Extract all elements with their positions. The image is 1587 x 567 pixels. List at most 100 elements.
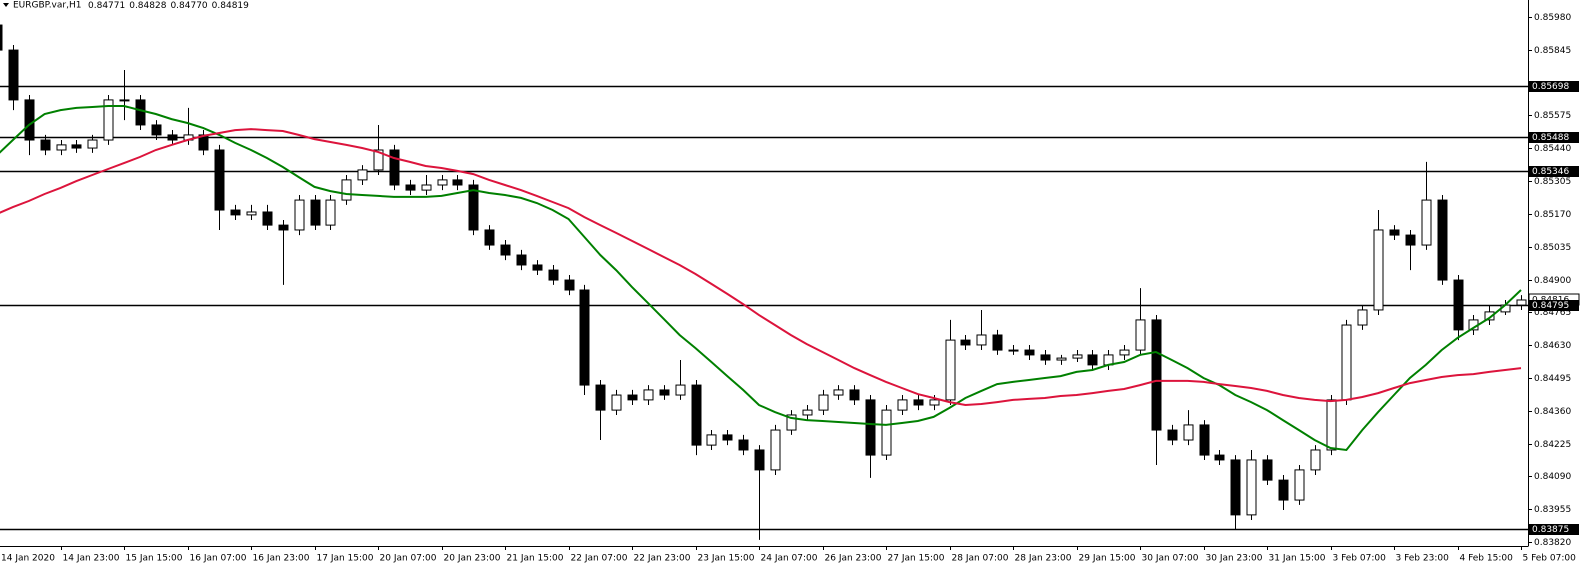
candle-body xyxy=(1341,324,1352,401)
x-tick-label: 4 Feb 15:00 xyxy=(1460,554,1514,564)
x-tick-label: 21 Jan 15:00 xyxy=(507,554,564,564)
menu-arrow[interactable] xyxy=(3,3,9,7)
y-tick-label: 0.85575 xyxy=(1534,111,1571,121)
x-tick-label: 14 Jan 2020 xyxy=(1,554,55,564)
candle-body xyxy=(278,224,289,231)
candle-body xyxy=(1405,234,1416,246)
line-price-box xyxy=(1529,524,1579,535)
candle-body xyxy=(1056,357,1067,361)
candle-body xyxy=(119,99,130,102)
x-tick-label: 28 Jan 23:00 xyxy=(1015,554,1072,564)
candle-body xyxy=(1484,311,1495,321)
ohlc-info: 0.84771 0.84828 0.84770 0.84819 xyxy=(88,1,249,11)
candle-body xyxy=(516,254,527,266)
candle-body xyxy=(627,394,638,401)
y-tick-label: 0.85980 xyxy=(1534,13,1571,23)
candle-body xyxy=(214,149,225,211)
x-tick-label: 20 Jan 23:00 xyxy=(444,554,501,564)
candle-body xyxy=(1151,319,1162,431)
candle-body xyxy=(1294,469,1305,501)
x-tick-label: 30 Jan 23:00 xyxy=(1206,554,1263,564)
candle-body xyxy=(373,149,384,171)
candle-body xyxy=(325,199,336,226)
candle-body xyxy=(135,99,146,126)
candle-body xyxy=(976,334,987,346)
candle-body xyxy=(1199,424,1210,456)
candle-body xyxy=(675,384,686,396)
y-tick-label: 0.83820 xyxy=(1534,538,1571,548)
candle-body xyxy=(770,429,781,471)
candle-body xyxy=(1214,454,1225,461)
candle-body xyxy=(643,389,654,401)
plot-area xyxy=(0,24,1528,540)
candle-body xyxy=(786,414,797,431)
candle-body xyxy=(1167,429,1178,441)
candle-body xyxy=(1230,459,1241,516)
candle-body xyxy=(1278,479,1289,501)
ohlc-value: 0.84828 xyxy=(129,1,166,11)
candle-body xyxy=(1024,349,1035,356)
candle-body xyxy=(1008,349,1019,352)
moving-average-line xyxy=(0,128,1522,407)
line-price-label: 0.83875 xyxy=(1532,525,1569,535)
candle-body xyxy=(1119,349,1130,356)
candle-body xyxy=(468,184,479,231)
y-tick-label: 0.84495 xyxy=(1534,374,1571,384)
candle-body xyxy=(1357,309,1368,326)
candle-body xyxy=(802,409,813,416)
moving-average-line xyxy=(0,105,1522,452)
candle-body xyxy=(87,139,98,149)
y-tick-label: 0.85170 xyxy=(1534,210,1571,220)
candle-body xyxy=(56,144,67,151)
candle-body xyxy=(1262,459,1273,481)
candle-body xyxy=(262,211,273,226)
candle-body xyxy=(1389,229,1400,236)
x-tick-label: 23 Jan 15:00 xyxy=(698,554,755,564)
candle-body xyxy=(945,339,956,401)
line-price-label: 0.84795 xyxy=(1532,301,1569,311)
candle-body xyxy=(452,179,463,186)
x-tick-label: 22 Jan 07:00 xyxy=(571,554,628,564)
line-price-box xyxy=(1529,300,1579,311)
candle-body xyxy=(71,144,82,149)
candle-body xyxy=(357,169,368,181)
candle-body xyxy=(929,399,940,406)
x-tick-label: 16 Jan 23:00 xyxy=(253,554,310,564)
symbol-title: EURGBP.var,H1 xyxy=(13,1,81,11)
candle-body xyxy=(1310,449,1321,471)
y-tick-label: 0.84900 xyxy=(1534,276,1571,286)
ohlc-value: 0.84771 xyxy=(88,1,125,11)
candle-body xyxy=(960,339,971,346)
x-tick-label: 26 Jan 23:00 xyxy=(825,554,882,564)
x-tick-label: 17 Jan 15:00 xyxy=(317,554,374,564)
candle-body xyxy=(294,199,305,231)
candle-body xyxy=(310,199,321,226)
candle-body xyxy=(167,134,178,141)
candle-body xyxy=(437,179,448,186)
y-tick-label: 0.85035 xyxy=(1534,243,1571,253)
candle-body xyxy=(1516,299,1527,306)
candle-body xyxy=(992,334,1003,351)
x-tick-label: 14 Jan 23:00 xyxy=(63,554,120,564)
x-tick-label: 27 Jan 15:00 xyxy=(888,554,945,564)
x-tick-label: 22 Jan 23:00 xyxy=(634,554,691,564)
candle-body xyxy=(659,389,670,396)
x-tick-label: 29 Jan 15:00 xyxy=(1079,554,1136,564)
x-tick-label: 28 Jan 07:00 xyxy=(952,554,1009,564)
candle-body xyxy=(865,399,876,456)
y-tick-label: 0.84360 xyxy=(1534,407,1571,417)
y-tick-label: 0.84090 xyxy=(1534,472,1571,482)
candle-body xyxy=(738,439,749,451)
y-tick-label: 0.85440 xyxy=(1534,144,1571,154)
candle-body xyxy=(24,99,35,141)
candle-body xyxy=(1040,354,1051,361)
x-tick-label: 31 Jan 15:00 xyxy=(1269,554,1326,564)
line-price-box xyxy=(1529,132,1579,143)
candle-body xyxy=(706,434,717,446)
ohlc-value: 0.84819 xyxy=(212,1,249,11)
candle-body xyxy=(913,399,924,406)
candle-body xyxy=(246,211,257,216)
line-price-box xyxy=(1529,81,1579,92)
